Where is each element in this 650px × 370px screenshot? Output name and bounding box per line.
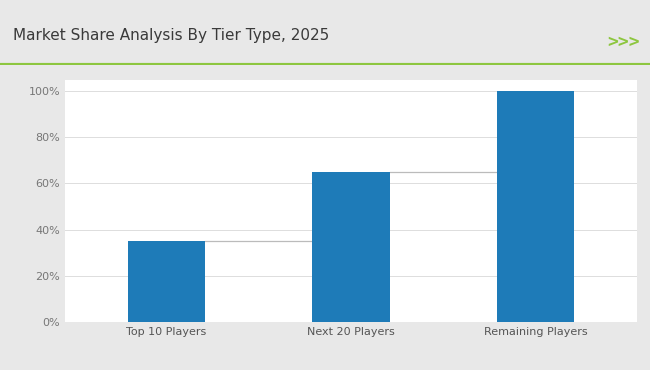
Bar: [497, 91, 574, 322]
Bar: [312, 172, 390, 322]
Text: Market Share Analysis By Tier Type, 2025: Market Share Analysis By Tier Type, 2025: [13, 28, 330, 43]
Text: >>>: >>>: [608, 33, 640, 51]
Bar: [128, 241, 205, 322]
